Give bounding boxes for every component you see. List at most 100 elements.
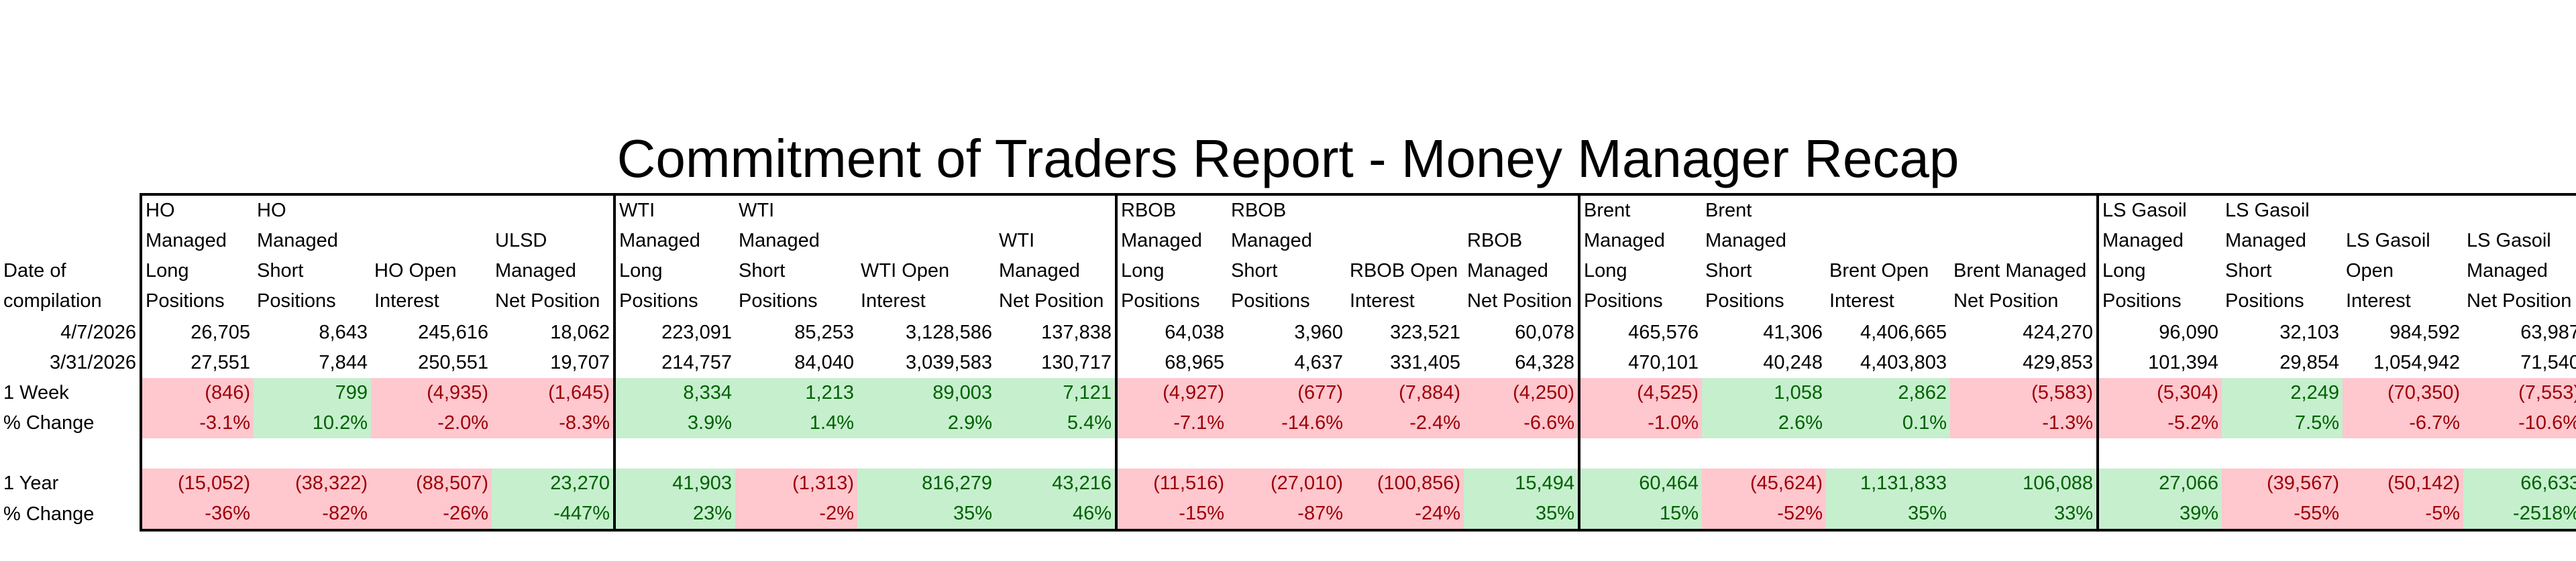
table-cell: 71,540	[2463, 348, 2576, 378]
table-cell: (88,507)	[371, 469, 492, 499]
table-cell: -2.4%	[1346, 408, 1464, 438]
table-cell: -2518%	[2463, 499, 2576, 532]
table-cell: (7,884)	[1346, 378, 1464, 408]
table-cell: -3.1%	[140, 408, 254, 438]
table-cell: 7.5%	[2222, 408, 2343, 438]
column-header: LS Gasoil Managed Short Positions	[2222, 193, 2343, 318]
table-cell: 96,090	[2096, 318, 2222, 348]
table-cell: 1,131,833	[1826, 469, 1950, 499]
table-cell: -1.0%	[1578, 408, 1702, 438]
table-cell: -52%	[1702, 499, 1826, 532]
table-cell	[1702, 438, 1826, 469]
column-header: LS Gasoil Managed Long Positions	[2096, 193, 2222, 318]
table-cell	[1578, 438, 1702, 469]
table-cell: -24%	[1346, 499, 1464, 532]
row-label: 1 Week	[3, 382, 69, 403]
table-cell: 214,757	[613, 348, 735, 378]
table-cell: 429,853	[2023, 352, 2093, 373]
table-row: 4/7/2026 26,705 8,643 245,616 18,062 223,091 8…	[0, 318, 2576, 348]
table-cell	[1346, 438, 1464, 469]
column-header: HO Open Interest	[371, 193, 492, 318]
table-row: % Change -36% -82% -26% -447% 23% -2% 35% 46% -15…	[0, 499, 2576, 532]
table-cell: 3,039,583	[905, 352, 992, 373]
table-cell: 799	[254, 378, 371, 408]
table-cell	[2343, 438, 2463, 469]
column-header: Brent Open Interest	[1826, 193, 1950, 318]
table-cell: 33%	[1950, 499, 2098, 532]
table-cell: (846)	[140, 378, 254, 408]
table-cell: 27,551	[140, 348, 254, 378]
table-cell: (1,313)	[735, 469, 857, 499]
table-cell: 816,279	[857, 469, 996, 499]
table-cell: -36%	[140, 499, 254, 532]
column-header: RBOB Open Interest	[1346, 193, 1464, 318]
table-cell: 1,058	[1702, 378, 1826, 408]
report-title: Commitment of Traders Report - Money Man…	[616, 129, 1960, 188]
row-label	[0, 438, 141, 469]
table-cell: -5.2%	[2096, 408, 2222, 438]
table-cell: 130,717	[1041, 352, 1112, 373]
table-cell: (5,583)	[1950, 378, 2098, 408]
table-cell: 470,101	[1578, 348, 1702, 378]
table-cell: -26%	[371, 499, 492, 532]
table-cell: 1,054,942	[2373, 352, 2460, 373]
table-cell	[996, 438, 1116, 469]
table-cell: 2.9%	[857, 408, 996, 438]
table-cell: 41,903	[613, 469, 735, 499]
table-cell: 8,643	[319, 322, 368, 343]
cot-recap-table: Date of compilation HO Managed Long Posit…	[0, 193, 2576, 532]
table-cell: 245,616	[418, 322, 488, 343]
table-cell: 4,406,665	[1860, 322, 1947, 343]
table-cell: 331,405	[1390, 352, 1460, 373]
table-cell: (70,350)	[2343, 378, 2463, 408]
table-cell: 64,038	[1115, 318, 1228, 348]
column-header: Brent Managed Short Positions	[1702, 193, 1826, 318]
table-cell: -15%	[1115, 499, 1228, 532]
column-header: RBOB Managed Long Positions	[1115, 193, 1228, 318]
table-cell: 1,213	[735, 378, 857, 408]
table-cell: 2,862	[1826, 378, 1950, 408]
table-cell: 68,965	[1115, 348, 1228, 378]
row-label-header: Date of compilation	[3, 260, 102, 312]
table-cell: (4,927)	[1115, 378, 1228, 408]
table-cell: 27,066	[2096, 469, 2222, 499]
column-header: WTI Managed Long Positions	[613, 193, 735, 318]
table-cell	[735, 438, 857, 469]
table-cell: (27,010)	[1228, 469, 1346, 499]
table-cell: 23,270	[492, 469, 614, 499]
table-cell: 250,551	[418, 352, 488, 373]
table-cell: 29,854	[2279, 352, 2339, 373]
table-cell: -10.6%	[2463, 408, 2576, 438]
table-cell: 465,576	[1578, 318, 1702, 348]
column-header: LS Gasoil Open Interest	[2343, 193, 2463, 318]
table-cell: 3.9%	[613, 408, 735, 438]
column-header: Brent Managed Long Positions	[1578, 193, 1702, 318]
table-cell: -14.6%	[1228, 408, 1346, 438]
table-cell: 3,960	[1294, 322, 1343, 343]
column-header: ULSD Managed Net Position	[492, 193, 614, 318]
table-cell: (39,567)	[2222, 469, 2343, 499]
row-label: 3/31/2026	[49, 352, 136, 373]
table-cell: -5%	[2343, 499, 2463, 532]
table-row: % Change -3.1% 10.2% -2.0% -8.3% 3.9% 1.4% 2.9%…	[0, 408, 2576, 438]
table-cell: -7.1%	[1115, 408, 1228, 438]
table-cell	[371, 438, 492, 469]
table-cell: 4,403,803	[1860, 352, 1947, 373]
table-cell: 19,707	[550, 352, 610, 373]
table-cell: 85,253	[794, 322, 854, 343]
table-cell	[1826, 438, 1950, 469]
table-cell: 26,705	[140, 318, 254, 348]
table-cell: 32,103	[2279, 322, 2339, 343]
table-cell: 89,003	[857, 378, 996, 408]
table-cell: 5.4%	[996, 408, 1116, 438]
table-row: 3/31/2026 27,551 7,844 250,551 19,707 214,757…	[0, 348, 2576, 378]
table-cell	[1464, 438, 1579, 469]
table-row: 1 Year (15,052) (38,322) (88,507) 23,270 41,9…	[0, 469, 2576, 499]
table-cell: -1.3%	[1950, 408, 2098, 438]
table-cell: 18,062	[550, 322, 610, 343]
table-cell: 223,091	[613, 318, 735, 348]
column-header: HO Managed Short Positions	[254, 193, 371, 318]
table-cell: (677)	[1228, 378, 1346, 408]
table-cell: 63,987	[2463, 318, 2576, 348]
table-cell: 41,306	[1763, 322, 1823, 343]
